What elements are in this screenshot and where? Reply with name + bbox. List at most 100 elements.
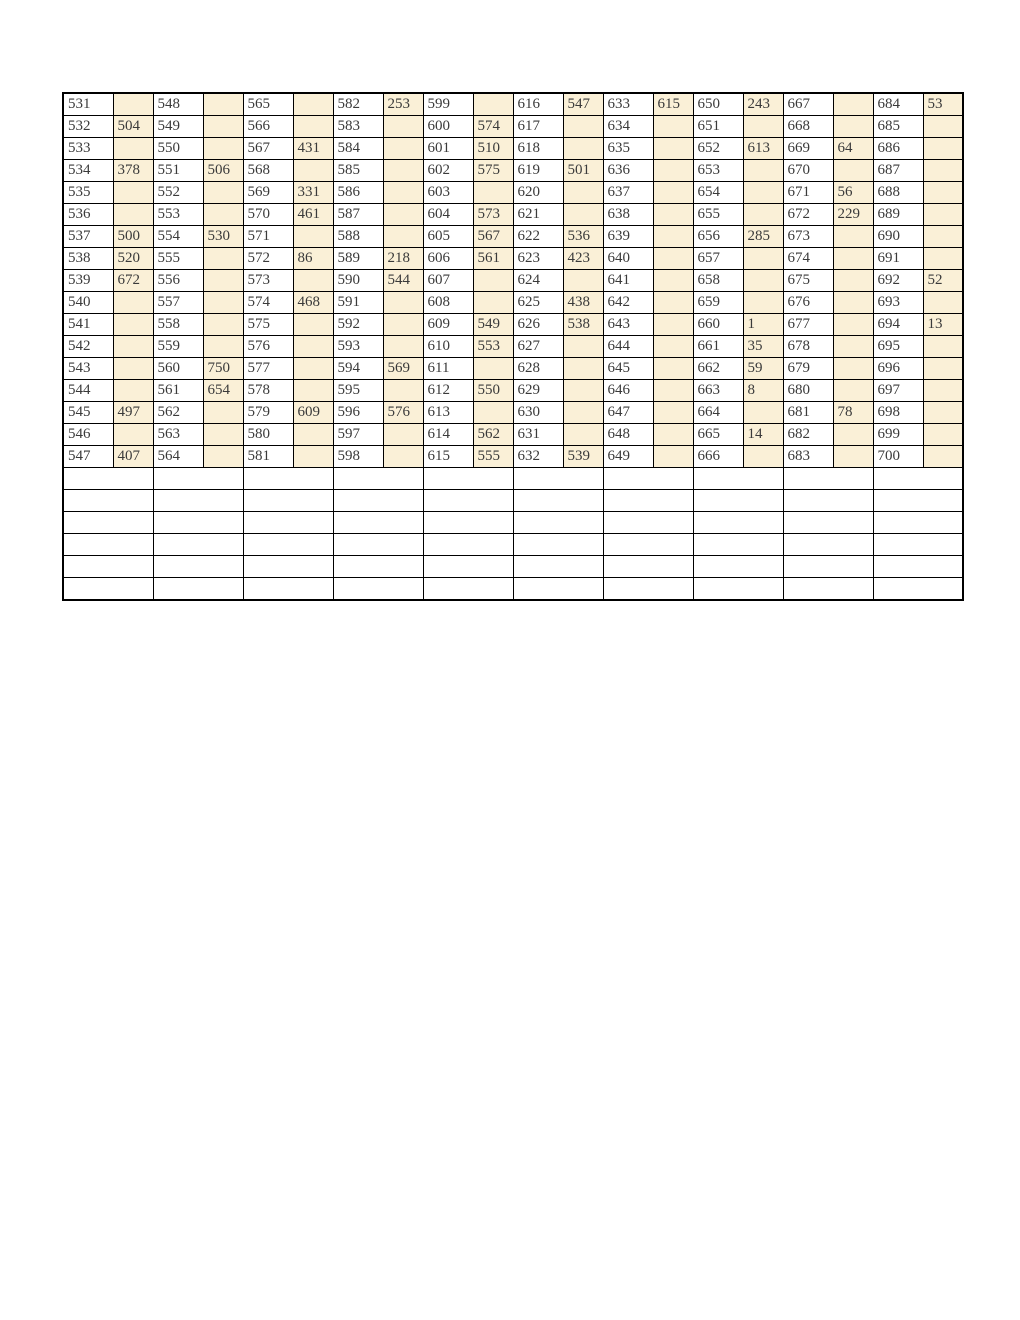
cell-id[interactable]: 695	[872, 335, 924, 358]
cell-id[interactable]: 594	[332, 357, 384, 380]
cell-id[interactable]: 654	[692, 181, 744, 204]
cell-id[interactable]: 532	[62, 115, 114, 138]
cell-value[interactable]	[742, 159, 784, 182]
cell-value[interactable]: 497	[112, 401, 154, 424]
cell-id[interactable]: 634	[602, 115, 654, 138]
cell-value[interactable]	[382, 291, 424, 314]
cell-id[interactable]: 669	[782, 137, 834, 160]
cell-value[interactable]	[652, 225, 694, 248]
cell-id[interactable]: 697	[872, 379, 924, 402]
cell-id[interactable]: 662	[692, 357, 744, 380]
cell-value[interactable]: 285	[742, 225, 784, 248]
cell-value[interactable]: 549	[472, 313, 514, 336]
cell-value[interactable]	[382, 159, 424, 182]
cell-id[interactable]: 646	[602, 379, 654, 402]
cell-id[interactable]: 607	[422, 269, 474, 292]
cell-value[interactable]	[742, 401, 784, 424]
cell-id[interactable]: 544	[62, 379, 114, 402]
cell-empty[interactable]	[242, 533, 334, 556]
cell-value[interactable]	[832, 247, 874, 270]
cell-empty[interactable]	[332, 467, 424, 490]
cell-empty[interactable]	[422, 489, 514, 512]
cell-value[interactable]: 555	[472, 445, 514, 468]
cell-value[interactable]: 423	[562, 247, 604, 270]
cell-id[interactable]: 684	[872, 92, 924, 116]
cell-empty[interactable]	[782, 489, 874, 512]
cell-id[interactable]: 667	[782, 92, 834, 116]
cell-value[interactable]	[922, 401, 964, 424]
cell-value[interactable]	[652, 269, 694, 292]
number-value-table[interactable]: 531 548 565 582 253 599 616 547 633 615 650 243 667 6…	[62, 92, 964, 601]
cell-value[interactable]: 547	[562, 92, 604, 116]
cell-empty[interactable]	[782, 467, 874, 490]
cell-id[interactable]: 555	[152, 247, 204, 270]
cell-value[interactable]	[292, 225, 334, 248]
cell-value[interactable]	[652, 335, 694, 358]
cell-value[interactable]	[832, 313, 874, 336]
cell-id[interactable]: 624	[512, 269, 564, 292]
cell-id[interactable]: 668	[782, 115, 834, 138]
cell-empty[interactable]	[332, 511, 424, 534]
cell-id[interactable]: 564	[152, 445, 204, 468]
cell-value[interactable]: 539	[562, 445, 604, 468]
cell-value[interactable]: 229	[832, 203, 874, 226]
cell-value[interactable]	[112, 181, 154, 204]
cell-id[interactable]: 699	[872, 423, 924, 446]
cell-id[interactable]: 659	[692, 291, 744, 314]
cell-id[interactable]: 573	[242, 269, 294, 292]
cell-id[interactable]: 689	[872, 203, 924, 226]
cell-id[interactable]: 590	[332, 269, 384, 292]
cell-empty[interactable]	[602, 511, 694, 534]
cell-value[interactable]: 613	[742, 137, 784, 160]
cell-value[interactable]	[202, 137, 244, 160]
cell-id[interactable]: 643	[602, 313, 654, 336]
cell-id[interactable]: 656	[692, 225, 744, 248]
cell-id[interactable]: 600	[422, 115, 474, 138]
cell-value[interactable]	[472, 291, 514, 314]
cell-id[interactable]: 620	[512, 181, 564, 204]
cell-id[interactable]: 613	[422, 401, 474, 424]
cell-value[interactable]	[202, 115, 244, 138]
cell-empty[interactable]	[422, 511, 514, 534]
cell-value[interactable]: 35	[742, 335, 784, 358]
cell-value[interactable]: 575	[472, 159, 514, 182]
cell-id[interactable]: 692	[872, 269, 924, 292]
cell-value[interactable]: 53	[922, 92, 964, 116]
cell-value[interactable]	[652, 445, 694, 468]
cell-empty[interactable]	[62, 467, 154, 490]
cell-id[interactable]: 586	[332, 181, 384, 204]
cell-id[interactable]: 650	[692, 92, 744, 116]
cell-id[interactable]: 698	[872, 401, 924, 424]
cell-value[interactable]	[832, 225, 874, 248]
cell-value[interactable]	[112, 335, 154, 358]
cell-value[interactable]: 544	[382, 269, 424, 292]
cell-value[interactable]	[832, 159, 874, 182]
cell-id[interactable]: 621	[512, 203, 564, 226]
cell-id[interactable]: 559	[152, 335, 204, 358]
cell-empty[interactable]	[692, 577, 784, 601]
cell-value[interactable]: 573	[472, 203, 514, 226]
cell-id[interactable]: 688	[872, 181, 924, 204]
cell-id[interactable]: 569	[242, 181, 294, 204]
cell-value[interactable]	[832, 115, 874, 138]
cell-empty[interactable]	[422, 533, 514, 556]
cell-empty[interactable]	[242, 577, 334, 601]
cell-id[interactable]: 693	[872, 291, 924, 314]
cell-id[interactable]: 652	[692, 137, 744, 160]
cell-id[interactable]: 673	[782, 225, 834, 248]
cell-empty[interactable]	[782, 511, 874, 534]
cell-empty[interactable]	[602, 467, 694, 490]
cell-value[interactable]	[742, 115, 784, 138]
cell-empty[interactable]	[872, 511, 964, 534]
cell-id[interactable]: 632	[512, 445, 564, 468]
cell-id[interactable]: 579	[242, 401, 294, 424]
cell-id[interactable]: 658	[692, 269, 744, 292]
cell-id[interactable]: 637	[602, 181, 654, 204]
cell-id[interactable]: 540	[62, 291, 114, 314]
cell-id[interactable]: 663	[692, 379, 744, 402]
cell-id[interactable]: 653	[692, 159, 744, 182]
cell-value[interactable]	[652, 357, 694, 380]
cell-value[interactable]	[922, 423, 964, 446]
cell-value[interactable]	[202, 335, 244, 358]
cell-value[interactable]: 550	[472, 379, 514, 402]
